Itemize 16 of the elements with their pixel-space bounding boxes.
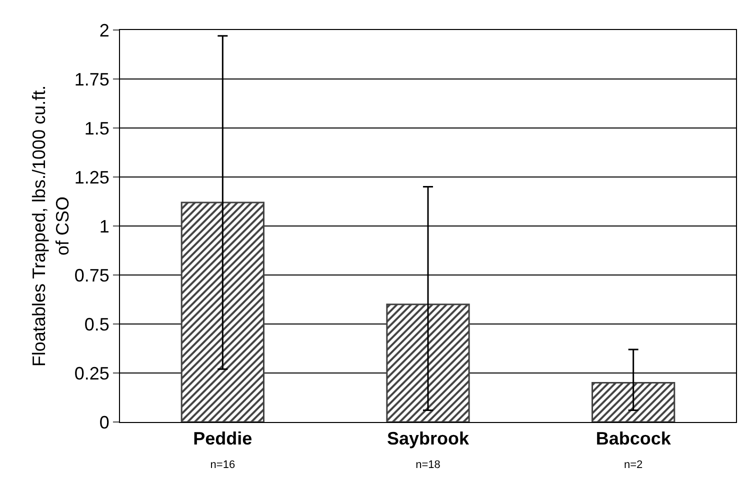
bar: [592, 382, 676, 422]
y-tick-label: 0.25: [74, 363, 110, 384]
y-tick-label: 2: [99, 20, 110, 40]
bar: [386, 304, 470, 422]
y-tick-label: 0: [99, 412, 110, 432]
x-tick-label: Peddie n=16: [193, 428, 252, 471]
y-tick-label: 1.75: [74, 69, 110, 90]
y-tick-label: 1.25: [74, 167, 110, 188]
x-tick-label: Saybrook n=18: [386, 428, 470, 471]
y-tick-label: 0.75: [74, 265, 110, 286]
y-axis-title: Floatables Trapped, lbs./1000 cu.ft. of CSO: [28, 85, 72, 367]
y-tick-label: 1: [99, 216, 110, 236]
x-tick-label: Babcock n=2: [596, 428, 672, 471]
y-tick-label: 1.5: [84, 118, 110, 138]
bar: [180, 202, 264, 422]
y-tick-label: 0.5: [84, 314, 110, 334]
